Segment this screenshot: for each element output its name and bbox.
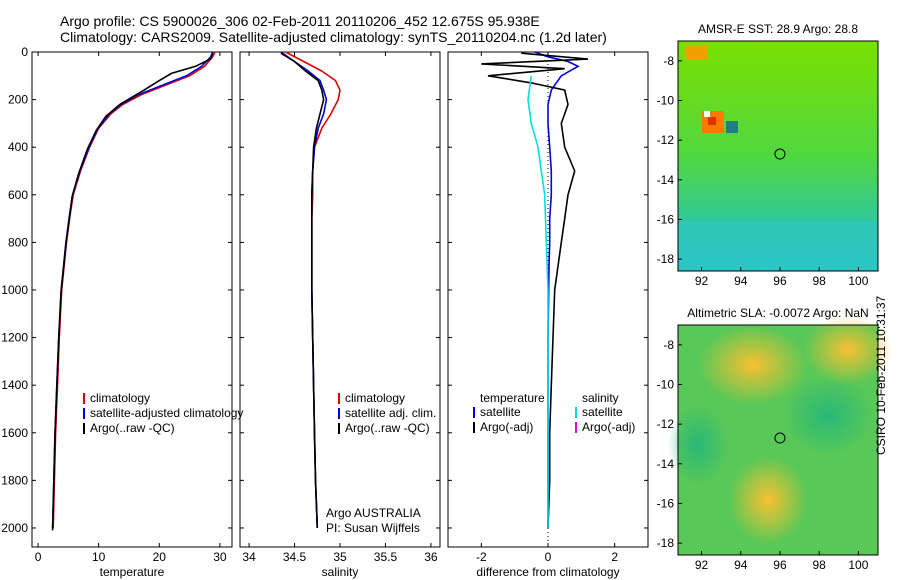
temperature-xtick-label: 0 [35,550,42,564]
salinity-annotation-2: PI: Susan Wijffels [326,521,420,535]
temperature-series-2 [51,52,214,531]
temperature-ytick-label: 0 [21,45,28,59]
salinity-legend-0-label: climatology [345,391,405,405]
sla-argo-marker [774,432,786,444]
sla-high-3 [728,455,808,545]
sla-high-2 [803,315,893,385]
sla-xtick-label: 100 [848,558,868,572]
salinity-annotation-1: Argo AUSTRALIA [326,506,421,520]
sst-ytick-label: -18 [657,252,675,266]
sla-ytick-label: -16 [657,496,675,510]
temperature-ytick-label: 2000 [1,521,28,535]
sst-xtick-label: 98 [812,274,826,288]
temperature-xtick-label: 20 [153,550,167,564]
salinity-series-2 [280,52,325,529]
salinity-legend-1-label: satellite adj. clim. [345,406,436,420]
difference-legend-right-1-label: Argo(-adj) [582,420,635,434]
salinity-xtick-label: 36 [424,550,438,564]
sla-ytick-label: -10 [657,377,675,391]
header-line-2: Climatology: CARS2009. Satellite-adjuste… [60,29,607,45]
salinity-xtick-label: 34.5 [283,550,307,564]
temperature-legend-1-label: satellite-adjusted climatology [90,406,243,420]
difference-legend-left-1-label: Argo(-adj) [480,420,533,434]
difference-legend-right-0-label: satellite [582,405,623,419]
sla-ytick-label: -8 [663,338,674,352]
sst-hot-spot [708,117,716,125]
difference-series-0 [534,51,580,528]
sst-ytick-label: -16 [657,212,675,226]
temperature-xtick-label: 30 [213,550,227,564]
sst-xtick-label: 100 [848,274,868,288]
sla-map-image [668,315,893,555]
temperature-series-0 [52,51,216,529]
temperature-ytick-label: 1600 [1,426,28,440]
sla-high-1 [698,325,808,405]
temperature-legend-0-label: climatology [90,391,150,405]
temperature-xtick-label: 10 [92,550,106,564]
sla-ytick-label: -18 [657,536,675,550]
difference-xtick-label: 0 [545,550,552,564]
salinity-frame [239,51,441,548]
sla-xtick-label: 94 [734,558,748,572]
sst-map-image [678,41,878,271]
sst-white-spot [704,111,710,117]
header-line-1: Argo profile: CS 5900026_306 02-Feb-2011… [60,13,540,29]
sla-low-1 [783,375,873,455]
sst-teal-spot [726,121,738,133]
temperature-ytick-label: 800 [8,235,28,249]
temperature-xlabel: temperature [100,565,165,579]
sst-ytick-label: -14 [657,173,675,187]
sst-xtick-label: 94 [734,274,748,288]
temperature-ytick-label: 1800 [1,473,28,487]
salinity-legend-2-label: Argo(..raw -QC) [345,421,430,435]
salinity-series-1 [280,51,328,529]
temperature-legend-2-label: Argo(..raw -QC) [90,421,175,435]
temperature-frame [31,51,233,548]
difference-series-1 [481,52,589,529]
sla-title: Altimetric SLA: -0.0072 Argo: NaN [687,306,868,320]
sst-ytick-label: -12 [657,133,675,147]
sla-low-2 [668,405,728,485]
sst-ytick-label: -8 [663,54,674,68]
difference-xtick-label: 2 [611,550,618,564]
salinity-series-0 [285,51,341,529]
salinity-xlabel: salinity [322,565,359,579]
difference-legend-left-title: temperature [480,391,545,405]
sla-ytick-label: -12 [657,417,675,431]
sst-warm-patch [686,45,708,59]
sla-xtick-label: 98 [812,558,826,572]
sst-title: AMSR-E SST: 28.9 Argo: 28.8 [698,22,858,36]
temperature-ytick-label: 200 [8,93,28,107]
difference-xtick-label: -2 [476,550,487,564]
sst-argo-marker [774,148,786,160]
difference-legend-left-0-label: satellite [480,405,521,419]
sst-frame [677,40,879,272]
temperature-ytick-label: 600 [8,188,28,202]
temperature-ytick-label: 1000 [1,283,28,297]
salinity-xtick-label: 34 [242,550,256,564]
sst-xtick-label: 92 [695,274,709,288]
difference-xlabel: difference from climatology [476,565,619,579]
sla-frame [677,324,879,556]
sst-xtick-label: 96 [773,274,787,288]
side-timestamp: CSIRO 10-Feb-2011 10:31:37 [874,295,888,455]
sla-xtick-label: 92 [695,558,709,572]
sst-cool-band [678,221,878,271]
salinity-xtick-label: 35 [333,550,347,564]
sst-ytick-label: -10 [657,93,675,107]
sla-ytick-label: -14 [657,457,675,471]
temperature-ytick-label: 1400 [1,378,28,392]
sla-xtick-label: 96 [773,558,787,572]
temperature-series-1 [51,51,214,529]
difference-legend-right-title: salinity [582,391,619,405]
salinity-xtick-label: 35.5 [374,550,398,564]
temperature-ytick-label: 1200 [1,331,28,345]
difference-series-2 [527,75,549,528]
temperature-ytick-label: 400 [8,140,28,154]
